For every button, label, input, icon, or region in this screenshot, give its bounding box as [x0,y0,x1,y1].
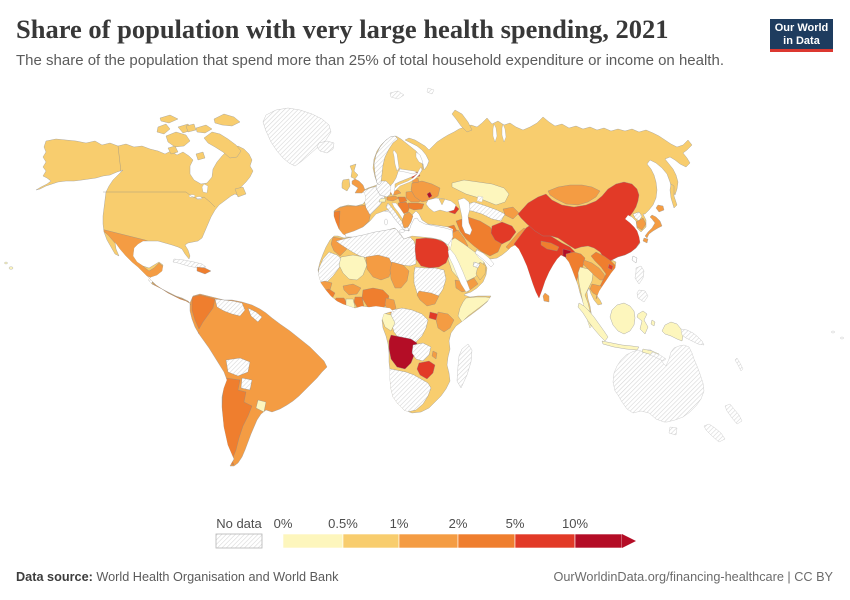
svg-text:10%: 10% [562,516,588,531]
svg-text:0%: 0% [274,516,293,531]
svg-text:1%: 1% [390,516,409,531]
svg-text:0.5%: 0.5% [328,516,358,531]
svg-text:No data: No data [216,516,262,531]
svg-text:2%: 2% [449,516,468,531]
svg-text:5%: 5% [506,516,525,531]
